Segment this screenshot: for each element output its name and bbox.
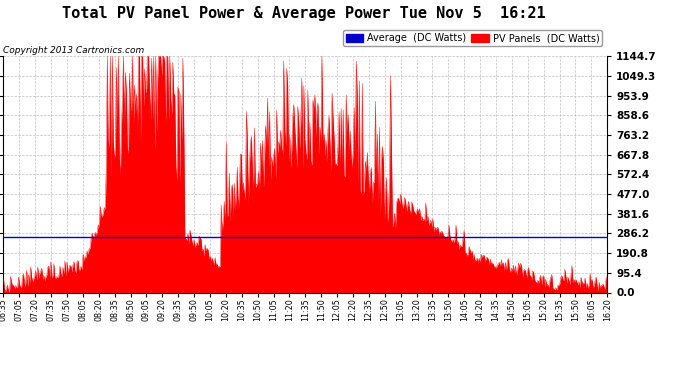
Text: Total PV Panel Power & Average Power Tue Nov 5  16:21: Total PV Panel Power & Average Power Tue… bbox=[62, 6, 545, 21]
Text: Copyright 2013 Cartronics.com: Copyright 2013 Cartronics.com bbox=[3, 46, 145, 55]
Legend: Average  (DC Watts), PV Panels  (DC Watts): Average (DC Watts), PV Panels (DC Watts) bbox=[343, 30, 602, 46]
